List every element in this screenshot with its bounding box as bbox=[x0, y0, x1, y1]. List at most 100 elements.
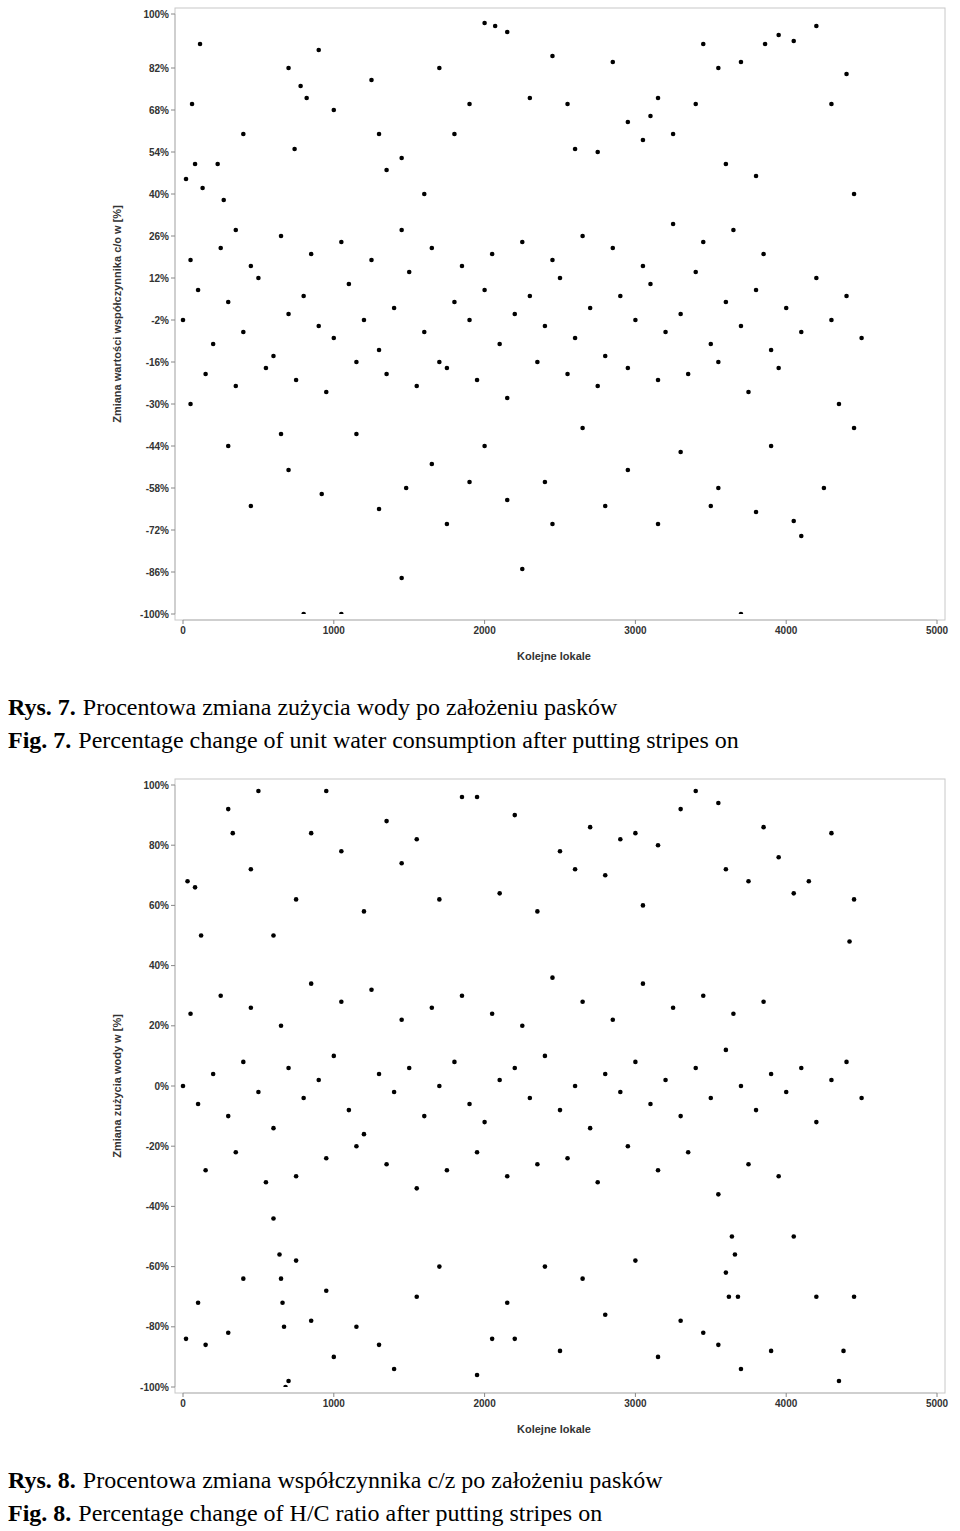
point bbox=[196, 1102, 201, 1107]
point bbox=[309, 981, 314, 986]
point bbox=[776, 33, 781, 38]
x-tick bbox=[333, 1393, 334, 1397]
point bbox=[294, 378, 299, 383]
y-tick-label: 80% bbox=[149, 840, 169, 851]
point bbox=[859, 336, 864, 341]
point bbox=[841, 1349, 846, 1354]
point bbox=[354, 360, 359, 365]
point bbox=[218, 246, 223, 251]
point bbox=[641, 264, 646, 269]
point bbox=[512, 813, 517, 818]
y-tick-label: 26% bbox=[149, 231, 169, 242]
point bbox=[580, 234, 585, 239]
point bbox=[724, 867, 729, 872]
y-tick bbox=[171, 14, 175, 15]
x-tick-label: 1000 bbox=[323, 625, 346, 636]
point bbox=[233, 384, 238, 389]
point bbox=[422, 330, 427, 335]
point bbox=[603, 354, 608, 359]
point bbox=[445, 366, 450, 371]
point bbox=[233, 1150, 238, 1155]
point bbox=[271, 933, 276, 938]
x-tick-label: 0 bbox=[180, 1398, 186, 1409]
point bbox=[791, 39, 796, 44]
point bbox=[618, 294, 623, 299]
y-tick bbox=[171, 1206, 175, 1207]
point bbox=[497, 891, 502, 896]
point bbox=[369, 78, 374, 83]
point bbox=[626, 120, 631, 125]
y-tick bbox=[171, 1387, 175, 1388]
y-tick-label: -2% bbox=[151, 315, 169, 326]
point bbox=[686, 1150, 691, 1155]
point bbox=[286, 66, 291, 71]
y-tick bbox=[171, 278, 175, 279]
point bbox=[490, 252, 495, 257]
y-tick bbox=[171, 530, 175, 531]
point bbox=[200, 186, 205, 191]
point bbox=[656, 378, 661, 383]
point bbox=[733, 1252, 738, 1257]
point bbox=[339, 849, 344, 854]
point bbox=[279, 234, 284, 239]
point bbox=[279, 432, 284, 437]
point bbox=[754, 1108, 759, 1113]
point bbox=[641, 903, 646, 908]
point bbox=[761, 252, 766, 257]
point bbox=[693, 789, 698, 794]
point bbox=[791, 891, 796, 896]
point bbox=[264, 1180, 269, 1185]
point bbox=[354, 432, 359, 437]
point bbox=[279, 1276, 284, 1281]
x-tick bbox=[786, 1393, 787, 1397]
y-tick bbox=[171, 68, 175, 69]
point bbox=[362, 909, 367, 914]
point bbox=[550, 258, 555, 263]
point bbox=[709, 342, 714, 347]
point bbox=[595, 384, 600, 389]
point bbox=[282, 1325, 287, 1330]
point bbox=[859, 1096, 864, 1101]
x-tick-label: 5000 bbox=[926, 1398, 949, 1409]
point bbox=[724, 1270, 729, 1275]
point bbox=[196, 1300, 201, 1305]
point bbox=[475, 378, 480, 383]
caption-text: Procentowa zmiana współczynnika c/z po z… bbox=[83, 1467, 663, 1493]
x-tick-label: 0 bbox=[180, 625, 186, 636]
point bbox=[199, 933, 204, 938]
y-tick bbox=[171, 614, 175, 615]
point bbox=[724, 162, 729, 167]
point bbox=[437, 1084, 442, 1089]
point bbox=[724, 1048, 729, 1053]
point bbox=[648, 1102, 653, 1107]
point bbox=[407, 270, 412, 275]
y-axis-title: Zmiana wartości współczynnika c/o w [%] bbox=[111, 205, 123, 423]
point bbox=[776, 855, 781, 860]
point bbox=[648, 114, 653, 119]
y-tick bbox=[171, 110, 175, 111]
y-tick bbox=[171, 965, 175, 966]
point bbox=[467, 102, 472, 107]
point bbox=[730, 1234, 735, 1239]
point bbox=[701, 42, 706, 47]
point bbox=[339, 240, 344, 245]
point bbox=[852, 1294, 857, 1299]
point bbox=[414, 837, 419, 842]
caption: Rys. 8.Procentowa zmiana współczynnika c… bbox=[8, 1467, 663, 1493]
x-tick bbox=[183, 1393, 184, 1397]
point bbox=[837, 1379, 842, 1384]
point bbox=[693, 1066, 698, 1071]
y-axis bbox=[175, 14, 176, 614]
point bbox=[535, 1162, 540, 1167]
point bbox=[482, 288, 487, 293]
point bbox=[437, 897, 442, 902]
point bbox=[844, 1060, 849, 1065]
point bbox=[656, 843, 661, 848]
point bbox=[445, 1168, 450, 1173]
point bbox=[565, 1156, 570, 1161]
point bbox=[603, 1072, 608, 1077]
point bbox=[324, 789, 329, 794]
point bbox=[686, 372, 691, 377]
point bbox=[215, 162, 220, 167]
point bbox=[339, 999, 344, 1004]
